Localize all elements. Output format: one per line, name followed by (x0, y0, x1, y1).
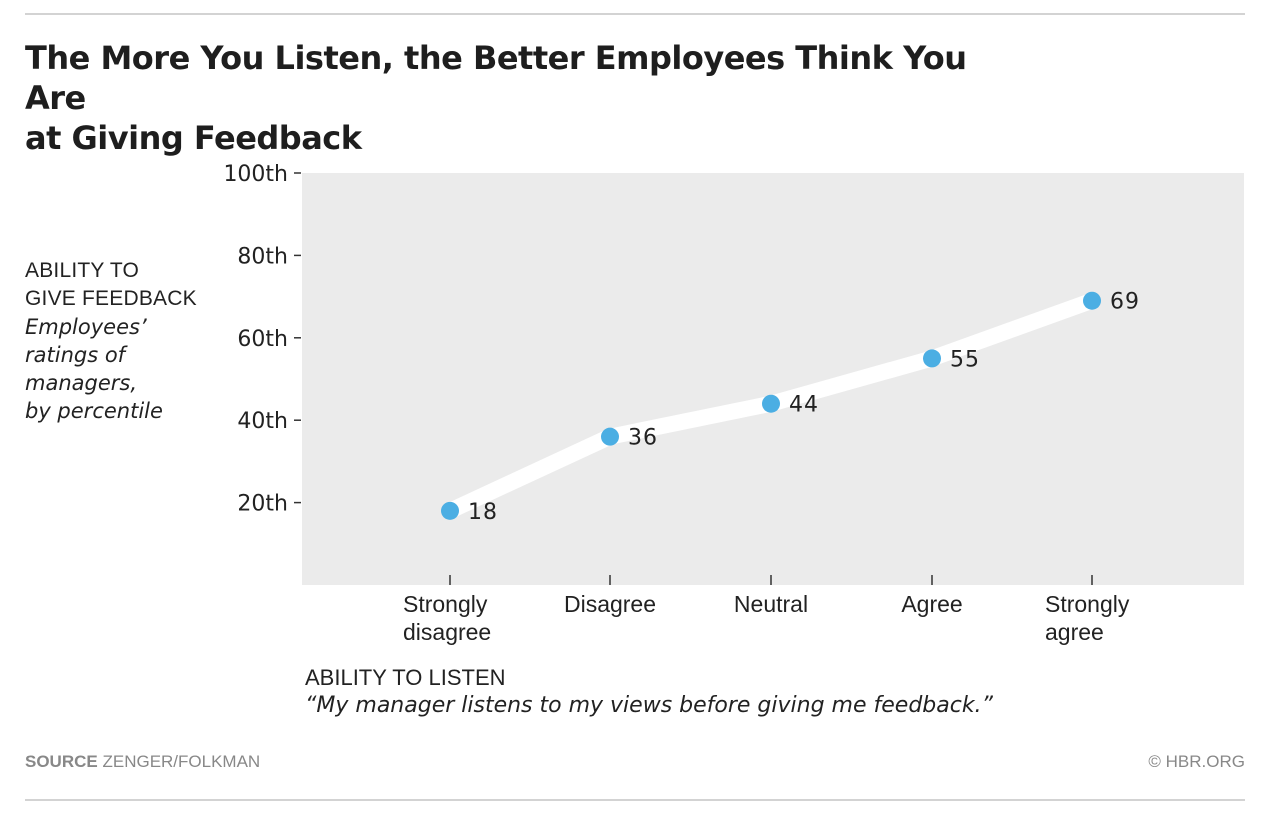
x-axis-title-head: ABILITY TO LISTEN (305, 665, 506, 690)
chart-title-line-2: at Giving Feedback (25, 119, 362, 157)
bottom-rule (25, 799, 1245, 801)
y-axis-title: ABILITY TO GIVE FEEDBACK Employees’ rati… (25, 257, 225, 425)
y-axis-title-head-2: GIVE FEEDBACK (25, 287, 197, 310)
y-tick-label: 100th (223, 162, 288, 187)
y-axis-subtitle-1: Employees’ (25, 315, 147, 339)
data-point (923, 349, 941, 368)
x-tick-label-line: Strongly (403, 591, 488, 617)
y-axis-subtitle-3: managers, (25, 371, 138, 395)
x-tick-label: Strongly disagree (403, 591, 491, 645)
y-tick-label: 60th (237, 327, 288, 352)
chart-title-line-1: The More You Listen, the Better Employee… (25, 39, 967, 117)
x-tick-label: Disagree (564, 591, 656, 617)
data-label: 69 (1110, 290, 1140, 315)
data-point (1083, 291, 1101, 310)
chart-title: The More You Listen, the Better Employee… (25, 38, 1025, 158)
y-tick-label: 20th (237, 492, 288, 517)
data-label: 18 (468, 500, 498, 525)
data-point (441, 501, 459, 520)
y-tick-label: 40th (237, 409, 288, 434)
source-label: SOURCE (25, 752, 98, 771)
y-axis: 20th 40th 60th 80th 100th (223, 162, 301, 517)
x-tick-label-line: Disagree (564, 591, 656, 617)
top-rule (25, 13, 1245, 15)
x-tick-label-line: Neutral (734, 591, 808, 617)
series-points: 18 36 44 55 69 (441, 290, 1140, 525)
y-axis-subtitle-2: ratings of (25, 343, 126, 367)
data-label: 55 (950, 347, 980, 372)
y-tick-label: 80th (237, 244, 288, 269)
data-point (601, 427, 619, 446)
y-axis-title-head-1: ABILITY TO (25, 259, 140, 282)
x-axis-title: ABILITY TO LISTEN “My manager listens to… (305, 664, 1205, 720)
y-axis-subtitle-4: by percentile (25, 399, 163, 423)
data-label: 44 (789, 393, 819, 418)
x-tick-label-line: Agree (901, 591, 962, 617)
x-tick-label-line: Strongly (1045, 591, 1130, 617)
source-value: ZENGER/FOLKMAN (102, 752, 261, 771)
data-label: 36 (628, 426, 658, 451)
x-tick-label-line: agree (1045, 619, 1104, 645)
data-point (762, 394, 780, 413)
copyright-credit: © HBR.ORG (1148, 752, 1245, 771)
source-note: SOURCE ZENGER/FOLKMAN (25, 752, 260, 772)
plot-area (302, 173, 1244, 585)
x-tick-label: Agree (901, 591, 962, 617)
x-axis-subtitle: “My manager listens to my views before g… (305, 693, 993, 718)
x-tick-label: Neutral (734, 591, 808, 617)
x-tick-label-line: disagree (403, 619, 491, 645)
x-tick-label: Strongly agree (1045, 591, 1130, 645)
